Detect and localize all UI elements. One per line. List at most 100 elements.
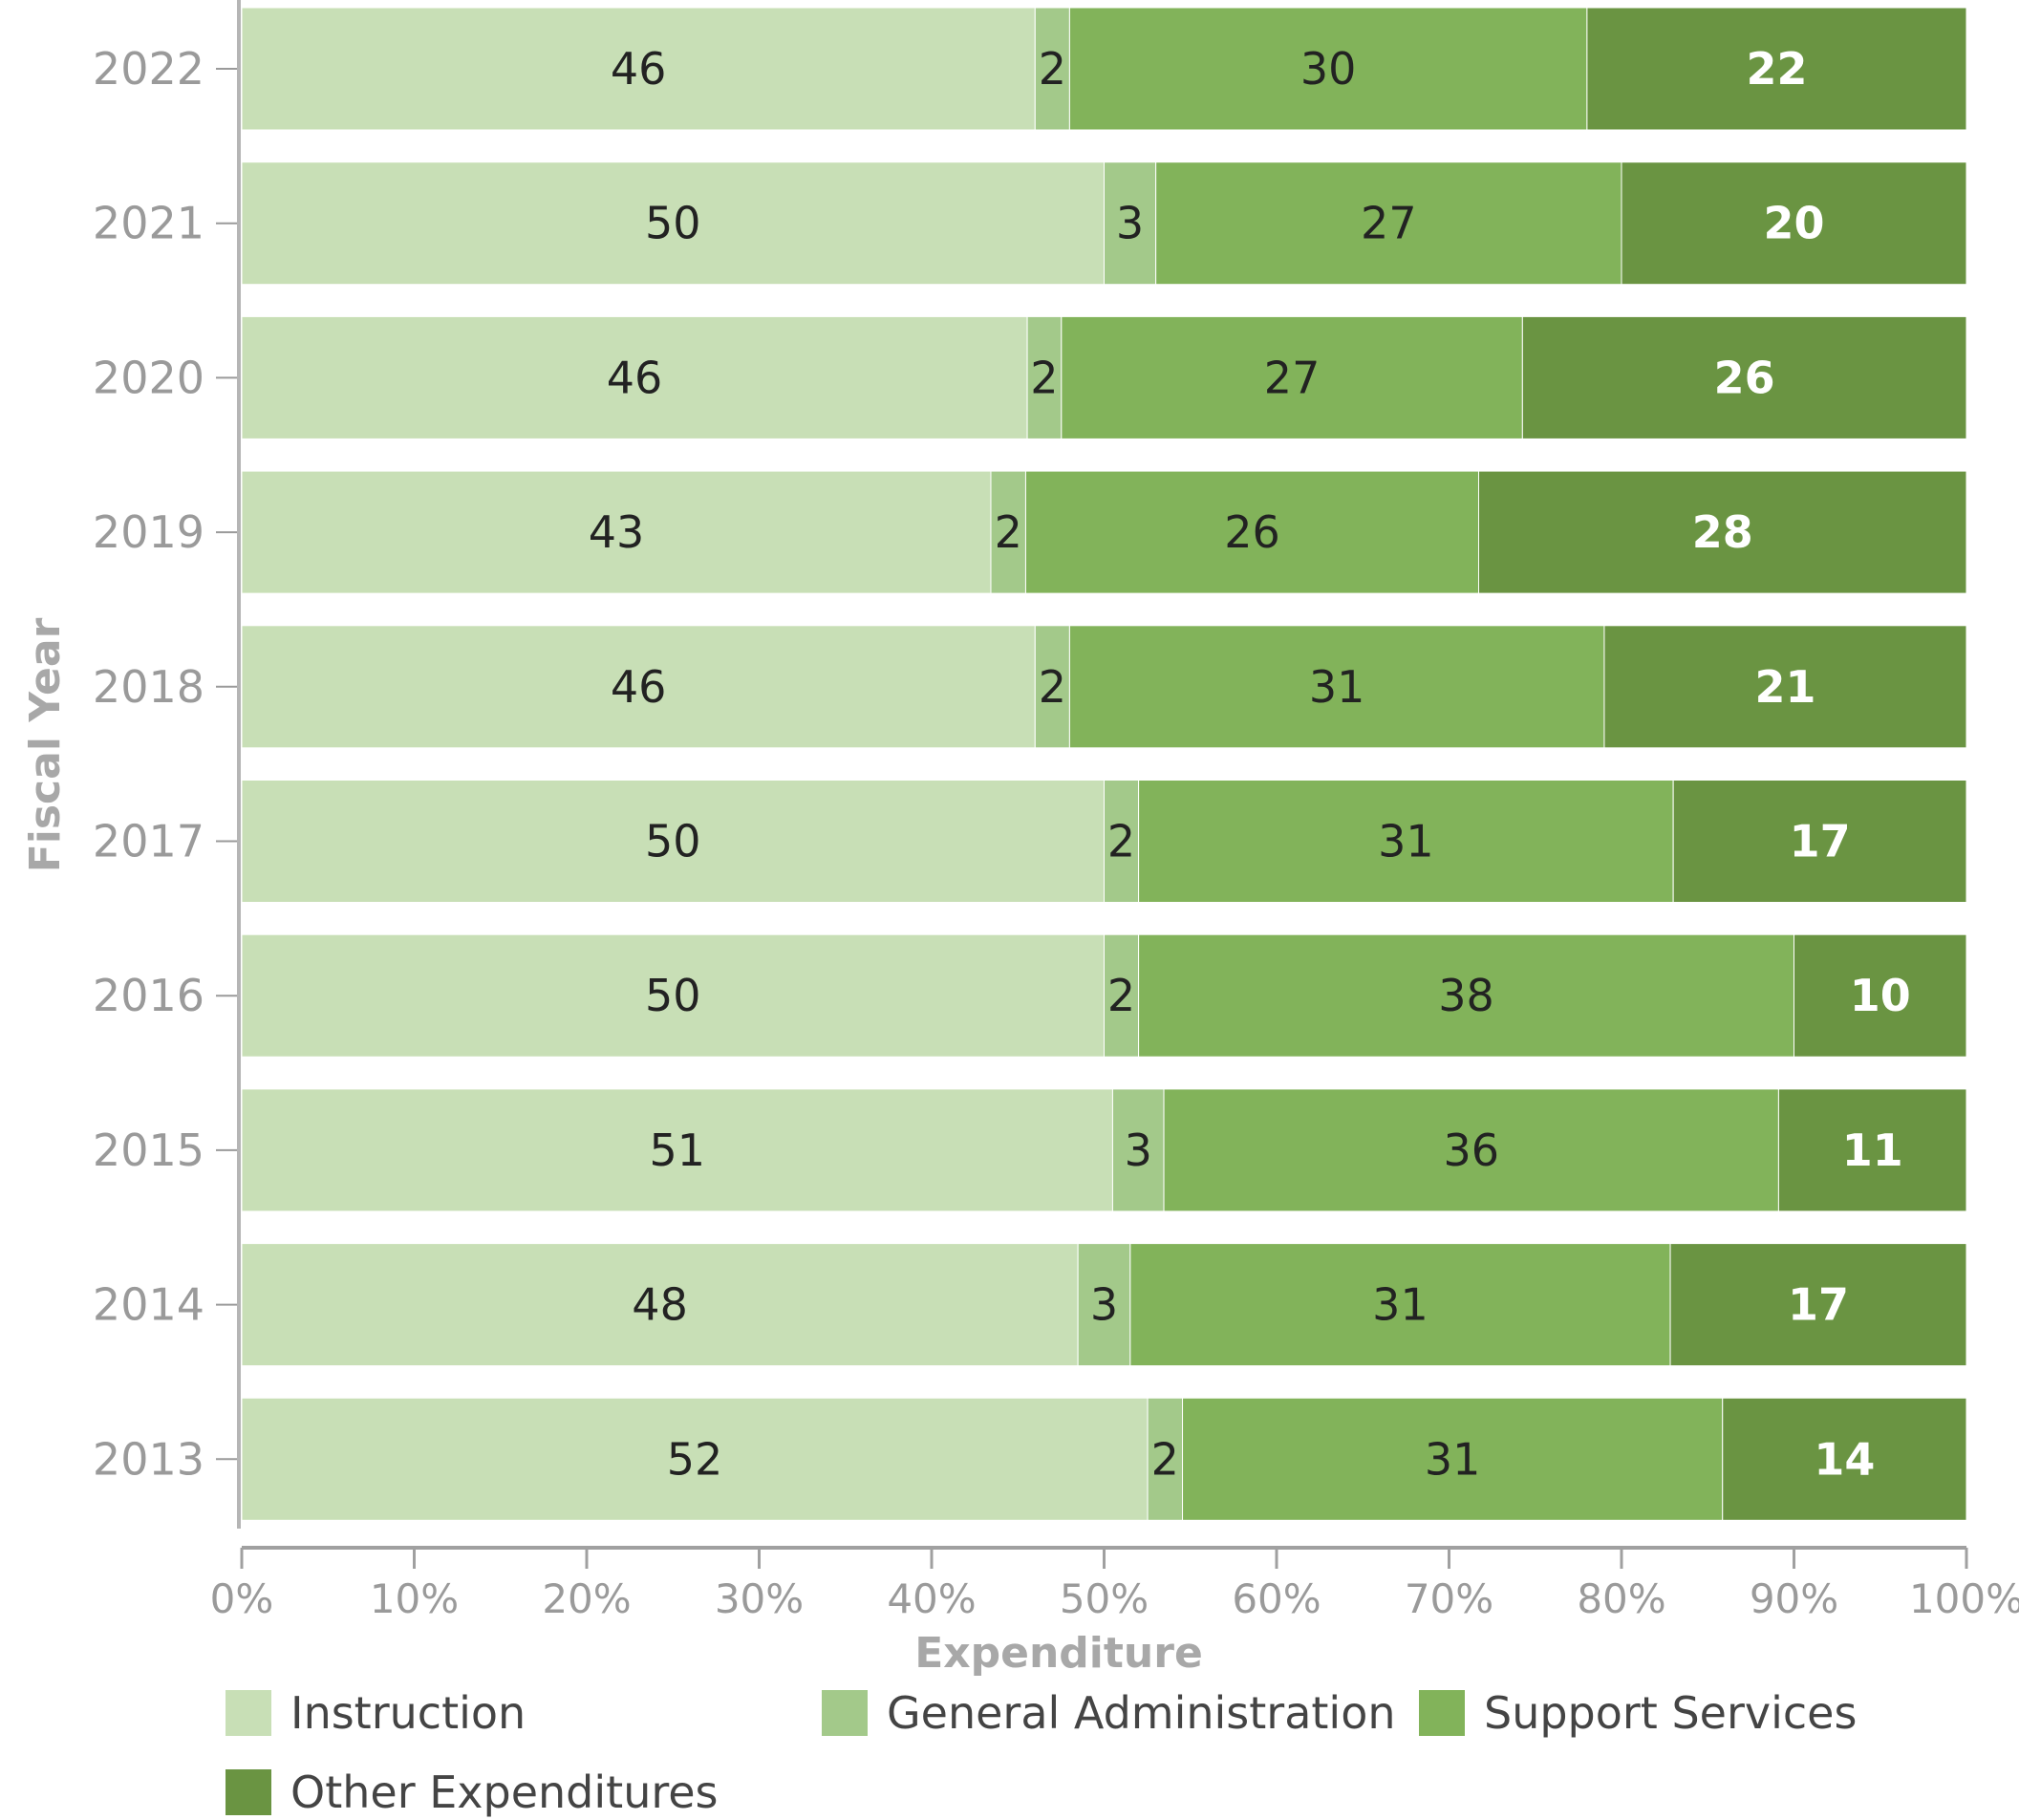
bar-2021-instruction: [241, 161, 1105, 286]
bar-2021-other-expenditures: [1621, 161, 1967, 286]
bar-2015-instruction: [241, 1088, 1113, 1212]
data-label-2013-other-expenditures: 14: [1814, 1433, 1875, 1485]
legend-label-instruction: Instruction: [290, 1687, 526, 1739]
bar-2019-instruction: [241, 470, 992, 594]
x-axis-title: Expenditure: [914, 1629, 1203, 1678]
y-tick-label-2021: 2021: [93, 198, 204, 249]
x-tick-label-2: 20%: [542, 1575, 631, 1622]
legend-swatch-support-services: [1419, 1690, 1465, 1736]
data-label-2022-other-expenditures: 22: [1746, 43, 1807, 95]
axes-layer: 2022202120202019201820172016201520142013…: [21, 0, 2019, 1678]
x-tick-label-9: 90%: [1750, 1575, 1838, 1622]
data-label-2018-other-expenditures: 21: [1754, 661, 1815, 713]
data-label-2013-general-administration: 2: [1151, 1433, 1179, 1485]
bar-2019-general-administration: [990, 470, 1026, 594]
data-label-2014-other-expenditures: 17: [1788, 1279, 1849, 1331]
bar-2014-other-expenditures: [1669, 1243, 1967, 1367]
legend-swatch-instruction: [226, 1690, 271, 1736]
y-tick-label-2018: 2018: [93, 661, 204, 713]
x-tick-label-1: 10%: [370, 1575, 459, 1622]
bar-2016-support-services: [1138, 933, 1794, 1058]
data-label-2017-general-administration: 2: [1107, 816, 1135, 867]
data-label-2019-instruction: 43: [589, 506, 645, 558]
y-tick-label-2016: 2016: [93, 970, 204, 1021]
legend-swatch-other-expenditures: [226, 1769, 271, 1815]
data-label-2014-instruction: 48: [632, 1279, 688, 1331]
data-label-2015-instruction: 51: [649, 1124, 705, 1176]
data-label-2016-general-administration: 2: [1107, 970, 1135, 1021]
data-label-2022-support-services: 30: [1300, 43, 1357, 95]
legend-label-support-services: Support Services: [1484, 1687, 1857, 1739]
data-label-2017-support-services: 31: [1378, 816, 1434, 867]
bar-2019-support-services: [1024, 470, 1479, 594]
data-label-2015-support-services: 36: [1443, 1124, 1499, 1176]
data-label-2016-instruction: 50: [645, 970, 701, 1021]
data-label-2021-other-expenditures: 20: [1763, 198, 1824, 249]
x-tick-label-0: 0%: [210, 1575, 274, 1622]
bar-2017-other-expenditures: [1672, 780, 1967, 903]
y-tick-label-2019: 2019: [93, 506, 204, 558]
data-label-2014-support-services: 31: [1372, 1279, 1428, 1331]
data-label-2013-instruction: 52: [667, 1433, 723, 1485]
data-label-2022-general-administration: 2: [1039, 43, 1066, 95]
data-label-2021-support-services: 27: [1361, 198, 1417, 249]
bar-2021-general-administration: [1104, 161, 1157, 286]
data-label-2017-instruction: 50: [645, 816, 701, 867]
bar-2017-instruction: [241, 780, 1105, 903]
y-tick-label-2015: 2015: [93, 1124, 204, 1176]
data-label-2017-other-expenditures: 17: [1790, 816, 1851, 867]
x-tick-label-8: 80%: [1577, 1575, 1665, 1622]
legend-item-general-administration[interactable]: General Administration: [822, 1687, 1396, 1739]
bar-2017-general-administration: [1104, 780, 1140, 903]
bar-2022-instruction: [241, 7, 1036, 131]
bar-2016-instruction: [241, 933, 1105, 1058]
data-label-2015-general-administration: 3: [1125, 1124, 1152, 1176]
data-label-2021-instruction: 50: [645, 198, 701, 249]
y-axis-title: Fiscal Year: [21, 617, 70, 872]
bar-2022-general-administration: [1034, 7, 1070, 131]
x-tick-label-6: 60%: [1232, 1575, 1321, 1622]
data-label-2020-general-administration: 2: [1030, 352, 1058, 403]
bar-2013-instruction: [241, 1397, 1149, 1521]
bar-2014-support-services: [1129, 1243, 1671, 1367]
bars-layer: [241, 7, 1967, 1521]
y-tick-label-2020: 2020: [93, 352, 204, 403]
x-tick-label-5: 50%: [1060, 1575, 1149, 1622]
data-label-2018-instruction: 46: [611, 661, 667, 713]
bar-2018-support-services: [1068, 625, 1605, 749]
legend-swatch-general-administration: [822, 1690, 868, 1736]
legend-item-other-expenditures[interactable]: Other Expenditures: [226, 1766, 719, 1818]
bar-2015-support-services: [1163, 1088, 1779, 1212]
y-tick-label-2022: 2022: [93, 43, 204, 95]
bar-2013-general-administration: [1147, 1397, 1184, 1521]
data-label-2019-support-services: 26: [1224, 506, 1280, 558]
data-label-2020-support-services: 27: [1264, 352, 1321, 403]
legend-item-instruction[interactable]: Instruction: [226, 1687, 526, 1739]
bar-2020-general-administration: [1026, 315, 1063, 439]
data-label-2019-general-administration: 2: [995, 506, 1022, 558]
bar-2019-other-expenditures: [1477, 470, 1967, 594]
bar-2018-instruction: [241, 625, 1036, 749]
bar-2013-other-expenditures: [1722, 1397, 1967, 1521]
bar-2016-other-expenditures: [1793, 933, 1967, 1058]
legend-label-general-administration: General Administration: [887, 1687, 1396, 1739]
bar-2020-other-expenditures: [1521, 315, 1967, 439]
data-label-2014-general-administration: 3: [1090, 1279, 1118, 1331]
legend-label-other-expenditures: Other Expenditures: [290, 1766, 719, 1818]
bar-2017-support-services: [1138, 780, 1674, 903]
bar-2018-other-expenditures: [1603, 625, 1967, 749]
data-label-2018-general-administration: 2: [1039, 661, 1066, 713]
data-label-2016-other-expenditures: 10: [1850, 970, 1911, 1021]
y-tick-label-2013: 2013: [93, 1433, 204, 1485]
data-label-2013-support-services: 31: [1425, 1433, 1481, 1485]
y-tick-label-2017: 2017: [93, 816, 204, 867]
bar-2022-other-expenditures: [1586, 7, 1967, 131]
y-tick-label-2014: 2014: [93, 1279, 204, 1331]
x-tick-label-4: 40%: [887, 1575, 976, 1622]
data-label-2019-other-expenditures: 28: [1692, 506, 1753, 558]
data-label-2015-other-expenditures: 11: [1842, 1124, 1903, 1176]
legend-item-support-services[interactable]: Support Services: [1419, 1687, 1857, 1739]
x-tick-label-10: 100%: [1909, 1575, 2019, 1622]
